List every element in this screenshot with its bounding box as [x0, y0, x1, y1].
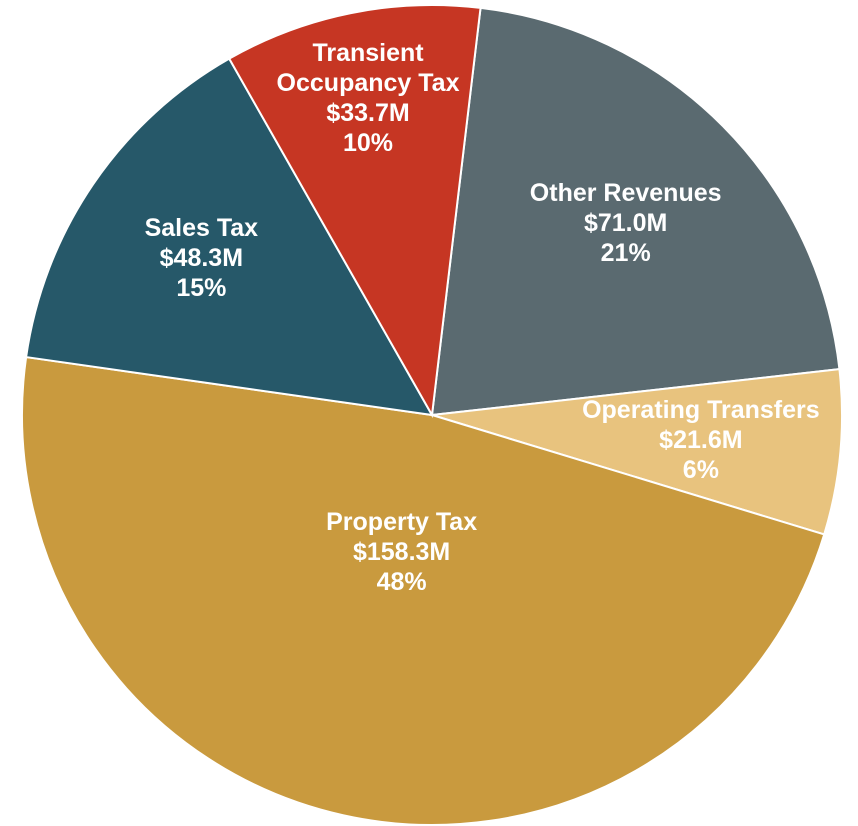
slice-label: Operating Transfers $21.6M 6% [582, 395, 820, 485]
pie-slice [227, 4, 482, 419]
category-label: Transient Occupancy Tax [276, 39, 460, 98]
value-label: $33.7M [326, 99, 410, 128]
pie-slice [430, 6, 841, 417]
slice-label: Transient Occupancy Tax $33.7M 10% [253, 38, 483, 158]
percent-label: 10% [343, 129, 394, 158]
slice-label: Other Revenues $71.0M 21% [530, 178, 722, 268]
value-label: $158.3M [352, 537, 451, 566]
slice-label: Sales Tax $48.3M 15% [145, 213, 259, 303]
category-label: Property Tax [326, 507, 478, 536]
pie-slice [431, 368, 843, 536]
percent-label: 15% [176, 274, 227, 302]
pie-slice [21, 355, 826, 826]
value-label: $21.6M [659, 425, 743, 454]
pie-slice [24, 57, 434, 417]
percent-label: 48% [376, 567, 427, 596]
category-label: Sales Tax [144, 214, 259, 242]
value-label: $48.3M [159, 244, 244, 272]
percent-label: 21% [600, 238, 651, 267]
percent-label: 6% [682, 455, 719, 484]
category-label: Operating Transfers [582, 395, 820, 424]
category-label: Other Revenues [529, 178, 722, 207]
value-label: $71.0M [583, 208, 668, 237]
slice-label: Property Tax $158.3M 48% [326, 507, 477, 597]
